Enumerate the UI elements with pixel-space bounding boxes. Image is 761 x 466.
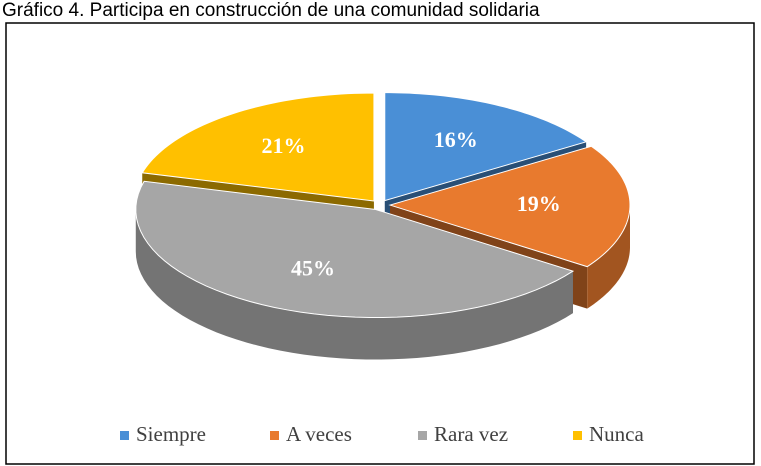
data-label: 21%: [261, 133, 305, 158]
legend: Siempre A veces Rara vez Nunca: [120, 422, 644, 446]
slice: [141, 92, 375, 202]
slice: [135, 180, 575, 318]
legend-label: Siempre: [136, 422, 206, 446]
legend-label: Rara vez: [434, 422, 508, 446]
slice: [388, 145, 631, 268]
pie: 16% 19% 45% 21%: [135, 92, 631, 360]
data-label: 16%: [434, 127, 478, 152]
legend-swatch: [418, 431, 427, 440]
legend-swatch: [270, 431, 279, 440]
legend-swatch: [573, 431, 582, 440]
legend-label: Nunca: [589, 422, 644, 446]
slice-side: [135, 209, 573, 360]
slice: [384, 92, 588, 202]
data-label: 19%: [517, 191, 561, 216]
chart-title: Gráfico 4. Participa en construcción de …: [2, 0, 540, 21]
slice-side: [587, 205, 630, 309]
legend-label: A veces: [286, 422, 352, 446]
data-label: 45%: [291, 255, 335, 280]
legend-swatch: [120, 431, 129, 440]
